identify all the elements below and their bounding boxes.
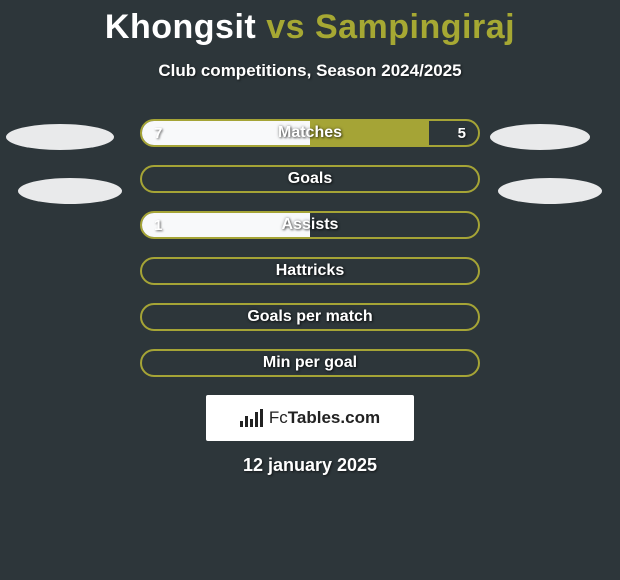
brand-fc: Fc — [269, 408, 288, 427]
stat-row: Min per goal — [0, 349, 620, 379]
stat-bar: Hattricks — [140, 257, 480, 285]
bar-chart-icon — [240, 409, 263, 427]
date-label: 12 january 2025 — [0, 455, 620, 476]
stat-bar: Assists1 — [140, 211, 480, 239]
title-player-b: Sampingiraj — [315, 8, 515, 46]
title-vs: vs — [266, 8, 305, 46]
stat-bar: Min per goal — [140, 349, 480, 377]
stat-bar: Matches75 — [140, 119, 480, 147]
brand-rest: Tables.com — [288, 408, 380, 427]
stat-row: Goals per match — [0, 303, 620, 333]
stat-row: Assists1 — [0, 211, 620, 241]
stat-row: Hattricks — [0, 257, 620, 287]
stat-row: Goals — [0, 165, 620, 195]
subtitle: Club competitions, Season 2024/2025 — [0, 61, 620, 81]
page-title: Khongsit vs Sampingiraj — [0, 0, 620, 47]
brand-text: FcTables.com — [269, 408, 380, 428]
stat-bar: Goals — [140, 165, 480, 193]
brand-badge: FcTables.com — [206, 395, 414, 441]
stat-fill-b — [310, 121, 429, 145]
stat-row: Matches75 — [0, 119, 620, 149]
stats-bars: Matches75 Goals Assists1 Hattricks Goals per… — [0, 119, 620, 379]
title-player-a: Khongsit — [105, 8, 256, 46]
stat-bar: Goals per match — [140, 303, 480, 331]
stat-fill-a — [142, 121, 310, 145]
stat-fill-a — [142, 213, 310, 237]
